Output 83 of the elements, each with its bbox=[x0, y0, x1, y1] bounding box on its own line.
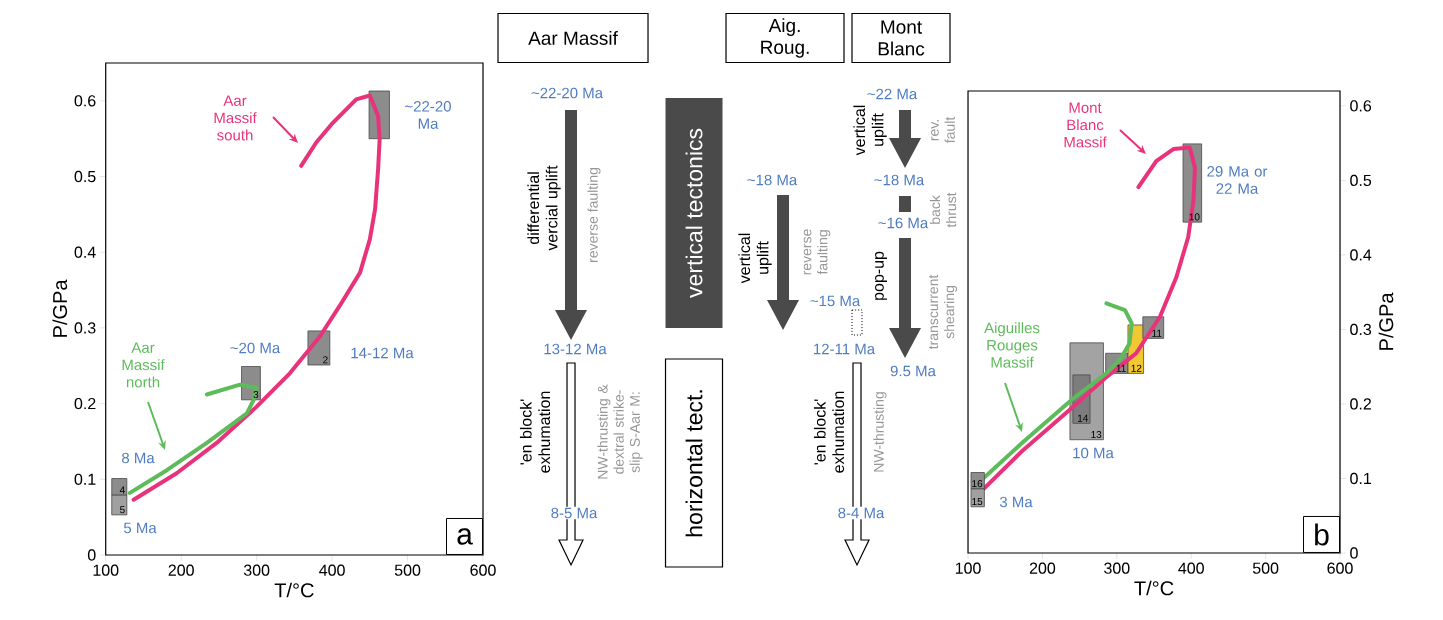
y-tick-label: 0.2 bbox=[1350, 398, 1371, 410]
x-tick-label: 500 bbox=[1252, 562, 1279, 574]
y-tick-label: 0.5 bbox=[74, 170, 96, 183]
text: horizontal tect. bbox=[685, 390, 703, 537]
y-tick-label: 0.4 bbox=[74, 246, 96, 258]
series-label: 3 bbox=[253, 391, 259, 399]
x-tick-label: 200 bbox=[1029, 562, 1056, 574]
text: Aiguilles Rouges Massif bbox=[984, 322, 1040, 368]
annotation: 29 Ma or 22 Ma bbox=[1207, 166, 1268, 194]
text: NW-thrusting & dextral strike-slip S-Aar M: bbox=[597, 384, 643, 479]
x-tick-label: 600 bbox=[1327, 562, 1353, 574]
y-tick-label: 0 bbox=[1350, 547, 1358, 559]
text: ~16 Ma bbox=[878, 217, 929, 229]
text: 9.5 Ma bbox=[890, 365, 936, 377]
series-label: 13 bbox=[1091, 430, 1102, 439]
y-tick-label: 0 bbox=[87, 549, 96, 561]
text: pop-up bbox=[875, 251, 887, 300]
text: ~22-20 Ma bbox=[531, 87, 604, 99]
text: rev. fault bbox=[931, 116, 955, 144]
text: Aar Massif bbox=[528, 31, 618, 45]
text: differential vercial uplift bbox=[527, 165, 561, 251]
text: Aig. Roug. bbox=[761, 18, 809, 58]
text: back thrust bbox=[929, 192, 957, 228]
annotation: 8 Ma bbox=[122, 452, 155, 464]
series-label: 15 bbox=[972, 498, 983, 506]
x-tick-label: 100 bbox=[93, 564, 119, 576]
text: vertical tectonics bbox=[685, 128, 703, 298]
series-label: 14 bbox=[1077, 414, 1089, 422]
series-label: 12 bbox=[1131, 364, 1142, 372]
series-label: 4 bbox=[119, 486, 125, 494]
text: reverse faulting bbox=[803, 229, 831, 275]
annotation: 14-12 Ma bbox=[351, 347, 414, 359]
y-tick-label: 0.1 bbox=[74, 473, 96, 485]
x-tick-label: 500 bbox=[394, 564, 421, 576]
x-tick-label: 200 bbox=[168, 564, 194, 576]
y-tick-label: 0.1 bbox=[1350, 472, 1372, 485]
x-tick-label: 100 bbox=[955, 562, 981, 574]
text: 'en block' exhumation bbox=[519, 391, 551, 473]
y-tick-label: 0.4 bbox=[1350, 249, 1372, 261]
x-tick-label: 400 bbox=[319, 564, 345, 576]
text: Mont Blanc bbox=[878, 20, 925, 56]
annotation: a bbox=[457, 528, 473, 545]
y-tick-label: 0.2 bbox=[74, 397, 96, 410]
y-tick-label: 0.6 bbox=[1350, 100, 1372, 112]
text: reverse faulting bbox=[587, 168, 601, 262]
text: Aar Massif north bbox=[122, 342, 165, 388]
y-axis-title: P/GPa bbox=[1378, 292, 1394, 350]
text: ~22 Ma bbox=[867, 88, 918, 100]
annotation: b bbox=[1315, 523, 1329, 546]
annotation: 3 Ma bbox=[999, 496, 1033, 508]
x-axis-title: T/°C bbox=[1134, 580, 1174, 596]
text: ~18 Ma bbox=[747, 174, 798, 186]
text: 12-11 Ma bbox=[814, 343, 876, 355]
text: Mont Blanc Massif bbox=[1064, 102, 1107, 148]
text: ~18 Ma bbox=[874, 174, 925, 186]
text: vertical uplift bbox=[738, 233, 772, 284]
x-axis-title: T/°C bbox=[274, 582, 314, 598]
text: transcurrent shearing bbox=[928, 274, 958, 350]
text: ~15 Ma bbox=[810, 295, 861, 307]
text: 8-5 Ma bbox=[551, 507, 598, 519]
y-tick-label: 0.6 bbox=[74, 95, 96, 107]
series-label: 2 bbox=[323, 356, 328, 364]
text: NW-thrusting bbox=[873, 392, 887, 472]
x-tick-label: 600 bbox=[470, 564, 496, 576]
series-label: 5 bbox=[119, 506, 125, 514]
text: 'en block' exhumation bbox=[813, 391, 845, 473]
y-tick-label: 0.3 bbox=[1350, 323, 1372, 336]
annotation: ~22-20 Ma bbox=[405, 101, 451, 129]
x-tick-label: 400 bbox=[1178, 562, 1204, 574]
text: 8-4 Ma bbox=[838, 507, 885, 519]
annotation: 5 Ma bbox=[123, 522, 157, 534]
y-tick-label: 0.5 bbox=[1350, 174, 1372, 187]
annotation: 10 Ma bbox=[1073, 447, 1114, 459]
y-tick-label: 0.3 bbox=[74, 322, 96, 334]
x-tick-label: 300 bbox=[243, 564, 270, 576]
x-tick-label: 300 bbox=[1104, 562, 1130, 574]
legend-label: Aar Massif south bbox=[214, 95, 257, 141]
y-axis-title: P/GPa bbox=[52, 279, 68, 337]
series-label: 11 bbox=[1152, 329, 1162, 337]
text: 13-12 Ma bbox=[544, 343, 607, 355]
text: vertical uplift bbox=[853, 105, 887, 156]
annotation: ~20 Ma bbox=[230, 342, 281, 354]
series-label: 16 bbox=[972, 480, 983, 488]
